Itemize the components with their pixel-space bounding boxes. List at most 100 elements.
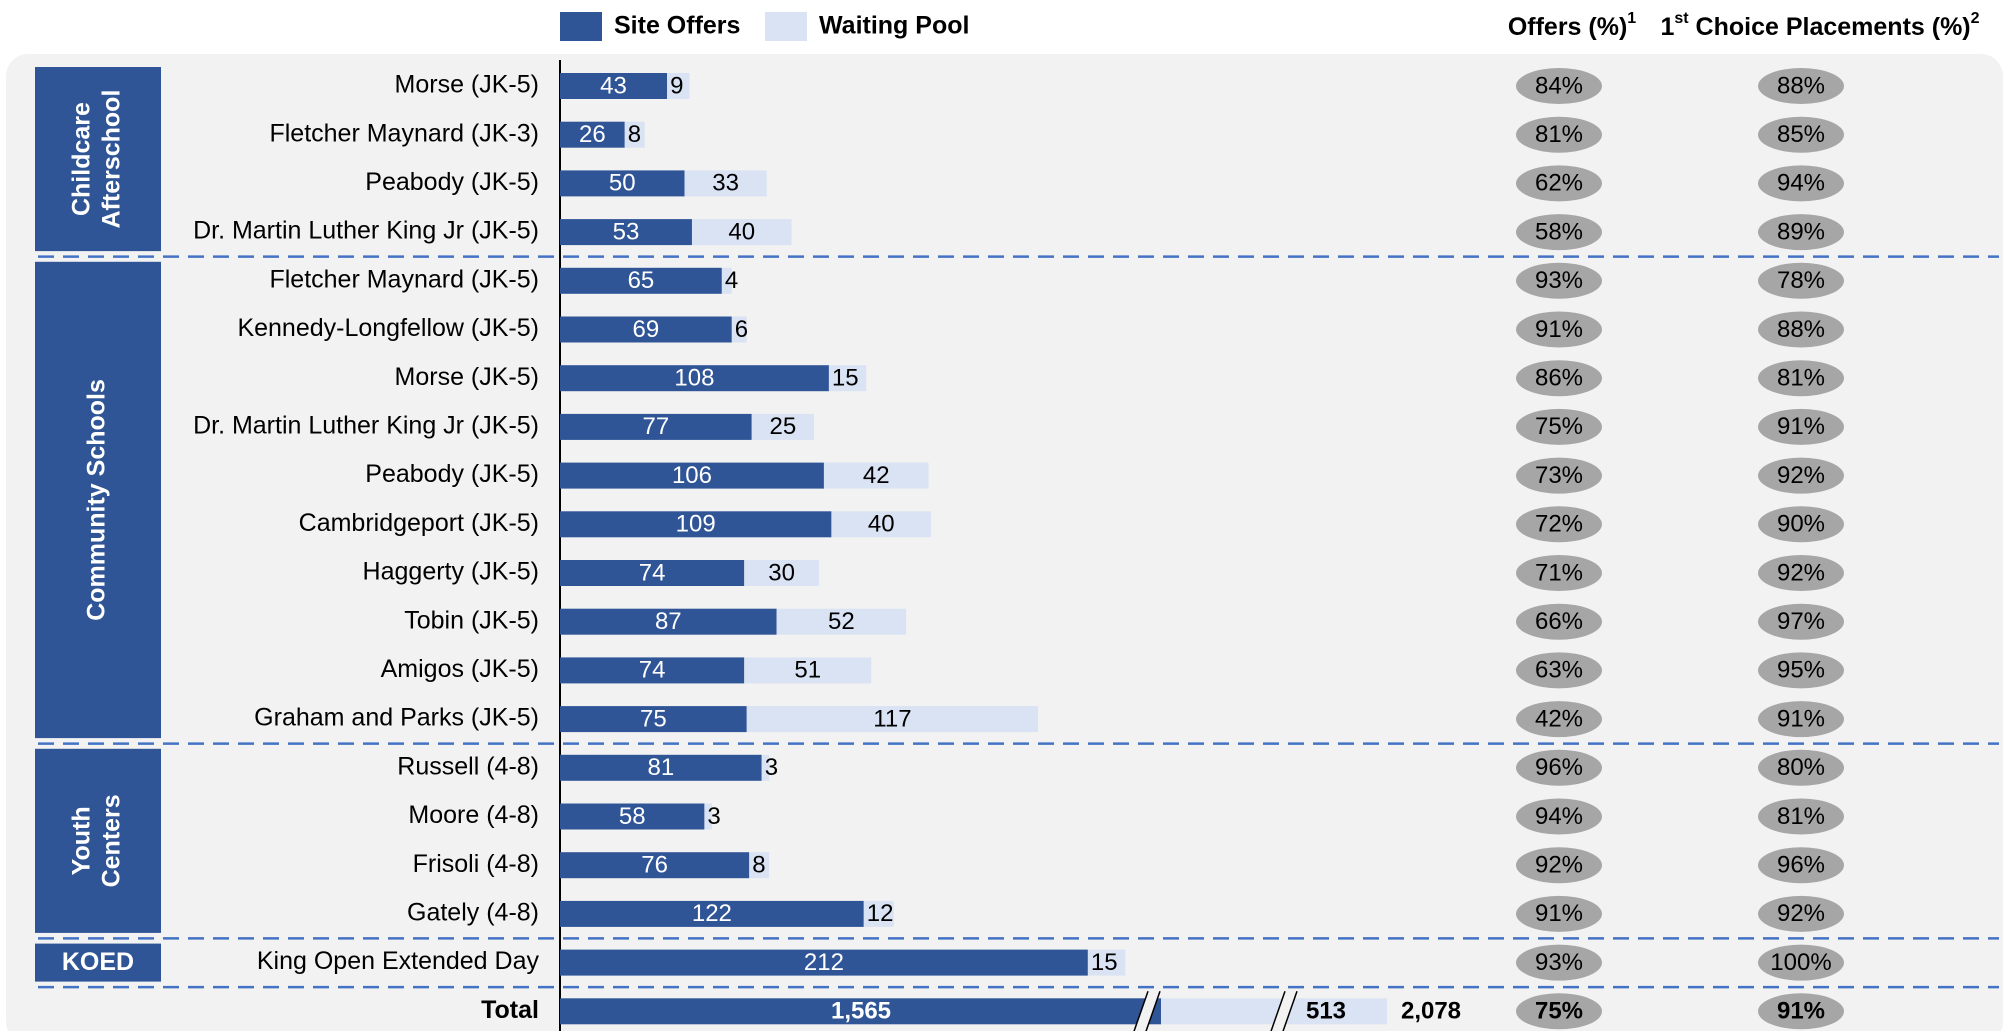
column-header: Offers (%)1 — [1508, 10, 1636, 40]
pct-badge — [1758, 603, 1844, 640]
pct-label: 58% — [1535, 218, 1583, 245]
bar-label: 212 — [804, 949, 844, 976]
pct-badge — [1758, 68, 1844, 104]
bar-site-offers — [560, 608, 777, 635]
category-label: Peabody (JK-5) — [365, 168, 539, 196]
pct-label: 96% — [1535, 754, 1583, 781]
pct-badge — [1516, 457, 1602, 494]
bar-label: 12 — [867, 900, 894, 927]
axis-break — [1134, 991, 1160, 1031]
bar-waiting-pool — [761, 754, 770, 781]
axis-break-line — [1145, 991, 1161, 1031]
bar-waiting-pool — [691, 219, 792, 246]
pct-label: 88% — [1777, 72, 1825, 99]
bar-label: 69 — [633, 316, 660, 343]
bar-site-offers — [560, 803, 705, 830]
pct-label: 94% — [1535, 803, 1583, 830]
pct-badge — [1758, 262, 1844, 299]
bar-label: 26 — [579, 121, 606, 148]
category-label: Gately (4-8) — [407, 899, 539, 927]
group-label: KOED — [62, 948, 134, 976]
group-box — [35, 67, 161, 252]
header-text: Offers (%) — [1508, 13, 1627, 41]
bar-site-offers — [560, 365, 829, 392]
bar-waiting-pool — [863, 900, 894, 927]
header-note: 2 — [1971, 10, 1980, 27]
legend-label: Site Offers — [614, 12, 740, 40]
category-label: Haggerty (JK-5) — [363, 558, 539, 586]
bar-label: 9 — [670, 72, 683, 99]
category-label: Kennedy-Longfellow (JK-5) — [237, 314, 539, 342]
bar-site-offers — [560, 316, 732, 343]
bar-waiting-pool — [624, 121, 645, 148]
category-label: Peabody (JK-5) — [365, 460, 539, 488]
pct-badge — [1516, 506, 1602, 543]
bar-waiting-pool — [828, 365, 867, 392]
pct-label: 91% — [1777, 413, 1825, 440]
pct-label: 81% — [1777, 365, 1825, 392]
pct-label: 100% — [1770, 949, 1831, 976]
pct-badge — [1516, 555, 1602, 591]
bar-label: 3 — [765, 754, 778, 781]
pct-label: 91% — [1777, 705, 1825, 732]
bar-site-offers — [560, 413, 752, 440]
bar-site-offers — [560, 121, 625, 148]
category-label: Total — [481, 996, 539, 1024]
group-label: Youth — [68, 806, 96, 875]
bar-label: 33 — [712, 170, 739, 197]
pct-badge — [1516, 798, 1602, 835]
axis-break — [1271, 991, 1297, 1031]
bar-waiting-pool — [704, 803, 712, 830]
bar-label: 108 — [674, 365, 714, 392]
bar-total-label: 2,078 — [1401, 998, 1461, 1025]
bar-site-offers — [560, 462, 824, 489]
bar-site-offers — [560, 267, 722, 294]
pct-label: 93% — [1535, 267, 1583, 294]
bar-label: 1,565 — [831, 998, 891, 1025]
pct-badge — [1516, 408, 1602, 445]
pct-label: 92% — [1777, 559, 1825, 586]
pct-badge — [1758, 457, 1844, 494]
bar-label: 40 — [728, 218, 755, 245]
pct-badge — [1758, 944, 1844, 981]
bar-label: 50 — [609, 170, 636, 197]
pct-badge — [1516, 311, 1602, 348]
bar-label: 30 — [768, 559, 795, 586]
bar-label: 15 — [832, 365, 859, 392]
pct-badge — [1516, 68, 1602, 104]
pct-label: 62% — [1535, 170, 1583, 197]
bar-waiting-pool — [1161, 998, 1387, 1025]
bar-label: 81 — [647, 754, 674, 781]
pct-badge — [1758, 555, 1844, 591]
pct-label: 75% — [1535, 413, 1583, 440]
bar-waiting-pool — [744, 657, 872, 684]
bar-label: 3 — [707, 803, 720, 830]
bar-waiting-pool — [1087, 949, 1126, 976]
category-label: Graham and Parks (JK-5) — [254, 704, 539, 732]
pct-badge — [1758, 506, 1844, 543]
header-prefix-sup: st — [1674, 10, 1689, 27]
category-label: King Open Extended Day — [257, 947, 540, 975]
pct-badge — [1758, 895, 1844, 932]
bar-label: 6 — [735, 316, 748, 343]
bar-label: 25 — [770, 413, 797, 440]
pct-label: 84% — [1535, 72, 1583, 99]
bar-waiting-pool — [776, 608, 907, 635]
pct-label: 93% — [1535, 949, 1583, 976]
group-label: Centers — [98, 794, 126, 887]
bar-label: 51 — [794, 657, 821, 684]
header-note: 1 — [1627, 10, 1636, 27]
pct-label: 95% — [1777, 657, 1825, 684]
bar-label: 42 — [863, 462, 890, 489]
bar-label: 513 — [1306, 998, 1346, 1025]
bar-site-offers — [560, 754, 762, 781]
bar-label: 75 — [640, 705, 667, 732]
pct-badge — [1758, 408, 1844, 445]
pct-badge — [1516, 993, 1602, 1030]
bar-label: 40 — [868, 511, 895, 538]
bar-site-offers — [560, 560, 745, 586]
panel-background — [6, 54, 2003, 1031]
pct-badge — [1516, 944, 1602, 981]
